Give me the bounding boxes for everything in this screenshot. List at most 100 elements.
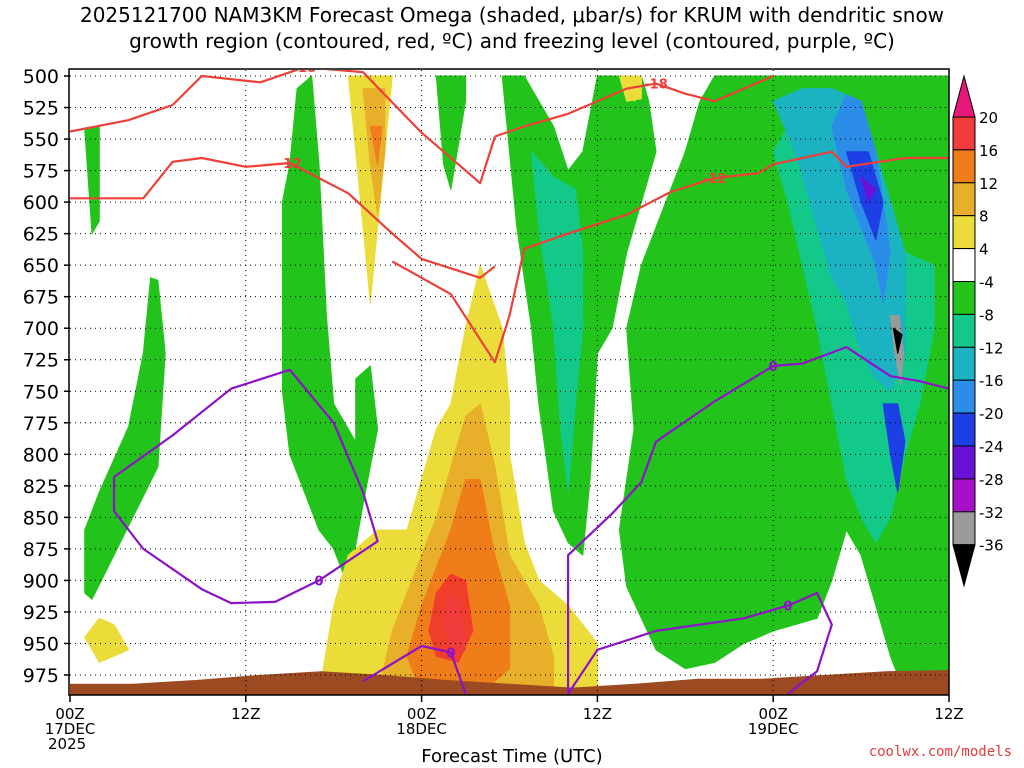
omega-region-25 <box>626 75 642 102</box>
colorbar: 20 16 12 8 4 -4 -8 -12 -16 -20 -24 -28 -32 -36 <box>952 74 1004 588</box>
colorbar-label-4: 4 <box>979 241 989 259</box>
purple-contour-label-3: 0 <box>783 600 792 615</box>
purple-contour-label-2: 0 <box>769 360 778 375</box>
y-tick-label-775: 775 <box>23 413 59 435</box>
chart-title-line-1: 2025121700 NAM3KM Forecast Omega (shaded… <box>79 3 945 27</box>
omega-region-11 <box>882 403 906 493</box>
y-tick-label-650: 650 <box>23 255 59 277</box>
x-tick-label-48-1: 19DEC <box>748 720 799 738</box>
colorbar-label--8: -8 <box>979 306 994 324</box>
y-tick-label-750: 750 <box>23 381 59 403</box>
red-contour-2 <box>391 150 949 364</box>
y-tick-label-800: 800 <box>23 444 59 466</box>
colorbar-label-20: 20 <box>979 109 998 127</box>
colorbar-swatch-3 <box>952 182 976 217</box>
omega-region-3 <box>435 75 467 190</box>
x-tick-label-24-1: 18DEC <box>396 720 447 738</box>
y-tick-label-700: 700 <box>23 318 59 340</box>
y-tick-label-925: 925 <box>23 602 59 624</box>
plot-frame <box>68 68 950 696</box>
omega-region-10 <box>845 151 884 241</box>
colorbar-bottom-arrow <box>952 544 976 588</box>
colorbar-top-arrow <box>952 74 976 118</box>
y-tick-label-550: 550 <box>23 129 59 151</box>
omega-region-14 <box>892 327 903 354</box>
colorbar-swatch-10 <box>952 412 976 447</box>
colorbar-swatch-2 <box>952 149 976 184</box>
red-contour-label-1: -12 <box>278 157 302 172</box>
purple-contour-label-0: 0 <box>315 574 324 589</box>
colorbar-swatch-5 <box>952 248 976 283</box>
colorbar-label--20: -20 <box>979 405 1004 423</box>
x-tick-label-0-1: 17DEC <box>45 720 96 738</box>
red-contour-1 <box>70 156 496 279</box>
y-tick-label-825: 825 <box>23 476 59 498</box>
y-tick-label-725: 725 <box>23 350 59 372</box>
colorbar-label--16: -16 <box>979 372 1004 390</box>
y-tick-label-850: 850 <box>23 507 59 529</box>
y-tick-label-500: 500 <box>23 66 59 88</box>
terrain-fill <box>70 670 949 695</box>
colorbar-label--36: -36 <box>979 537 1004 555</box>
omega-region-17 <box>369 125 383 165</box>
colorbar-swatch-7 <box>952 313 976 348</box>
colorbar-swatch-11 <box>952 445 976 480</box>
purple-contour-1 <box>362 644 467 695</box>
colorbar-swatch-1 <box>952 116 976 151</box>
x-tick-label-24-0: 00Z <box>407 705 436 723</box>
colorbar-swatch-4 <box>952 215 976 250</box>
red-contour-3 <box>494 74 774 138</box>
colorbar-swatch-13 <box>952 511 976 546</box>
y-tick-label-950: 950 <box>23 633 59 655</box>
colorbar-label-16: 16 <box>979 142 998 160</box>
omega-region-16 <box>362 88 386 216</box>
red-contour-label-3: -18 <box>644 78 668 93</box>
y-axis: 500 525 550 575 600 625 650 675 700 725 750 775 800 8… <box>23 66 70 687</box>
colorbar-label--12: -12 <box>979 339 1004 357</box>
colorbar-label-8: 8 <box>979 208 989 226</box>
y-tick-label-525: 525 <box>23 98 59 120</box>
colorbar-label--4: -4 <box>979 274 994 292</box>
y-tick-label-575: 575 <box>23 161 59 183</box>
contour-layer: -18 -12 -12 -18 0 0 0 0 <box>70 61 949 695</box>
x-tick-label-36-0: 12Z <box>583 705 612 723</box>
omega-region-23 <box>443 592 467 657</box>
y-tick-label-900: 900 <box>23 570 59 592</box>
colorbar-label--32: -32 <box>979 504 1004 522</box>
colorbar-swatch-8 <box>952 346 976 381</box>
chart-title-line-2: growth region (contoured, red, ºC) and f… <box>129 29 895 53</box>
colorbar-label--24: -24 <box>979 438 1004 456</box>
colorbar-label-12: 12 <box>979 175 998 193</box>
y-tick-label-875: 875 <box>23 539 59 561</box>
omega-region-0 <box>84 125 100 235</box>
y-tick-label-975: 975 <box>23 665 59 687</box>
grid-layer <box>70 70 949 695</box>
omega-region-2 <box>281 75 379 588</box>
x-tick-label-0-0: 00Z <box>55 705 84 723</box>
y-tick-label-600: 600 <box>23 192 59 214</box>
purple-contour-2 <box>566 346 949 694</box>
omega-region-24 <box>84 617 130 663</box>
omega-region-5 <box>531 151 584 493</box>
red-contour-label-0: -18 <box>293 61 317 76</box>
red-contour-0 <box>70 70 496 185</box>
omega-region-1 <box>84 277 166 600</box>
colorbar-swatch-6 <box>952 281 976 315</box>
x-tick-label-0-2: 2025 <box>48 735 86 753</box>
colorbar-swatch-12 <box>952 478 976 513</box>
x-tick-label-48-0: 00Z <box>759 705 788 723</box>
site-credit: coolwx.com/models <box>868 744 1012 760</box>
colorbar-label--28: -28 <box>979 471 1004 489</box>
omega-region-12 <box>860 176 877 203</box>
omega-fill-layer <box>84 75 949 695</box>
x-axis-title: Forecast Time (UTC) <box>421 746 603 767</box>
x-tick-label-12-0: 12Z <box>231 705 260 723</box>
purple-contour-0 <box>112 368 379 605</box>
y-tick-label-675: 675 <box>23 287 59 309</box>
purple-contour-3 <box>567 591 833 695</box>
red-contour-label-2: -12 <box>703 172 727 187</box>
purple-contour-label-1: 0 <box>446 646 455 661</box>
terrain-layer <box>70 670 949 695</box>
